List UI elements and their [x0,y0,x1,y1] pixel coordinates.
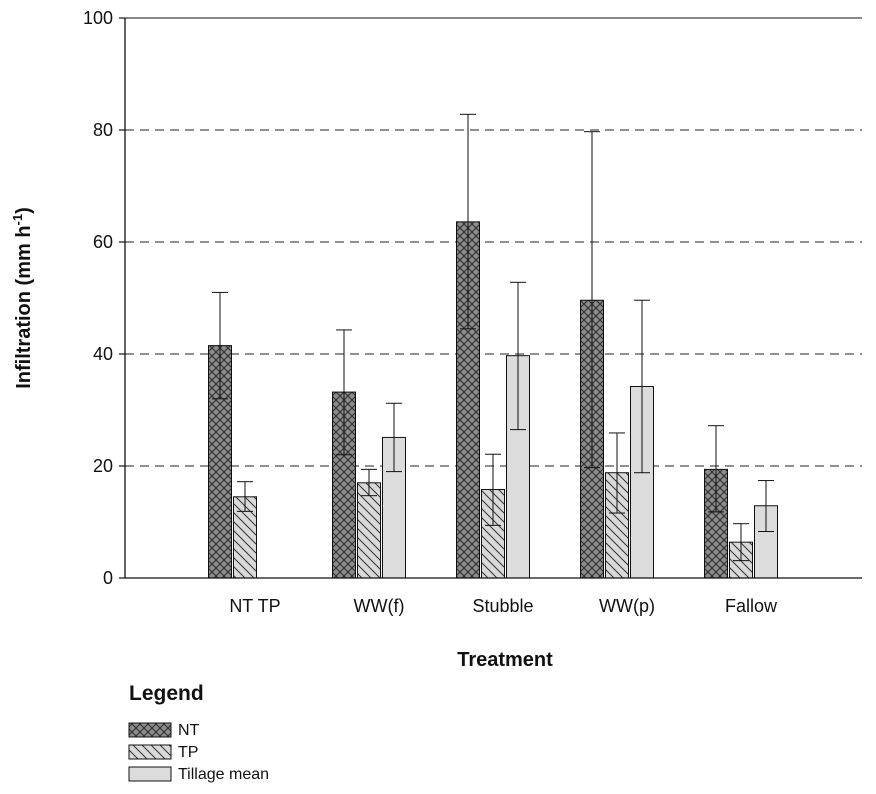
legend-label: TP [178,744,198,761]
bar-tp [357,482,381,579]
axes [124,17,862,579]
gridlines [125,129,862,467]
y-tick-label: 100 [83,8,113,28]
y-tick-label: 60 [93,232,113,252]
legend-label: NT [178,722,200,739]
x-axis-title: Treatment [457,649,553,671]
y-tick-label: 80 [93,120,113,140]
error-bars [212,113,774,562]
y-axis-title-close: ) [13,207,35,214]
y-axis-title: Infiltration (mm h-1) [10,207,35,389]
y-axis-title-superscript: -1 [10,214,25,226]
legend-swatch-tp [128,744,172,760]
x-tick-labels: NT TP WW(f) Stubble WW(p) Fallow [229,596,778,616]
y-tick-label: 0 [103,568,113,588]
x-tick-label: Stubble [472,596,533,616]
x-tick-label: WW(p) [599,596,655,616]
y-axis-title-main: Infiltration (mm h [13,225,35,388]
y-tick-labels: 0 20 40 60 80 100 [83,8,125,588]
y-tick-label: 20 [93,456,113,476]
x-tick-label: WW(f) [354,596,405,616]
legend-swatch-tillage-mean [128,766,172,782]
y-tick-label: 40 [93,344,113,364]
legend: Legend NT TP Tillage mean [128,682,269,783]
legend-title: Legend [129,682,204,705]
legend-label: Tillage mean [178,766,269,783]
legend-items: NT TP Tillage mean [128,722,269,783]
legend-swatch-nt [128,722,172,738]
x-tick-label: NT TP [229,596,280,616]
x-tick-label: Fallow [725,596,778,616]
